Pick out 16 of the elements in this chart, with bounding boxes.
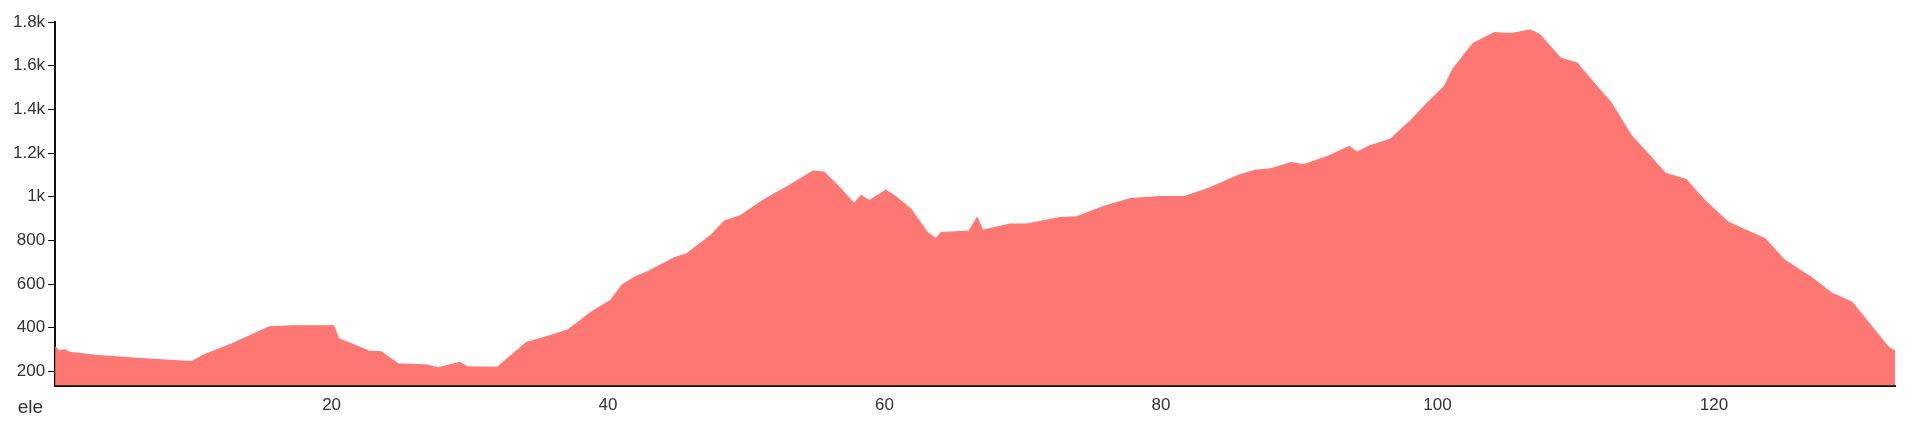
- y-axis-title: ele: [17, 395, 44, 417]
- y-tick-label: 200: [16, 361, 46, 381]
- y-tick-label: 1k: [27, 186, 46, 206]
- x-tick-label: 20: [322, 395, 342, 415]
- y-tick-label: 1.2k: [12, 142, 46, 162]
- y-tick-label: 400: [16, 317, 46, 337]
- x-tick-label: 80: [1151, 395, 1171, 415]
- y-tick-label: 1.4k: [12, 99, 46, 119]
- y-tick-label: 600: [16, 273, 46, 293]
- x-tick-label: 100: [1423, 395, 1452, 415]
- x-tick-label: 40: [598, 395, 618, 415]
- y-tick-label: 1.6k: [12, 55, 46, 75]
- x-tick-label: 60: [875, 395, 894, 415]
- y-tick-label: 1.8k: [12, 11, 46, 31]
- x-tick-label: 120: [1699, 395, 1729, 415]
- y-tick-label: 800: [16, 230, 46, 250]
